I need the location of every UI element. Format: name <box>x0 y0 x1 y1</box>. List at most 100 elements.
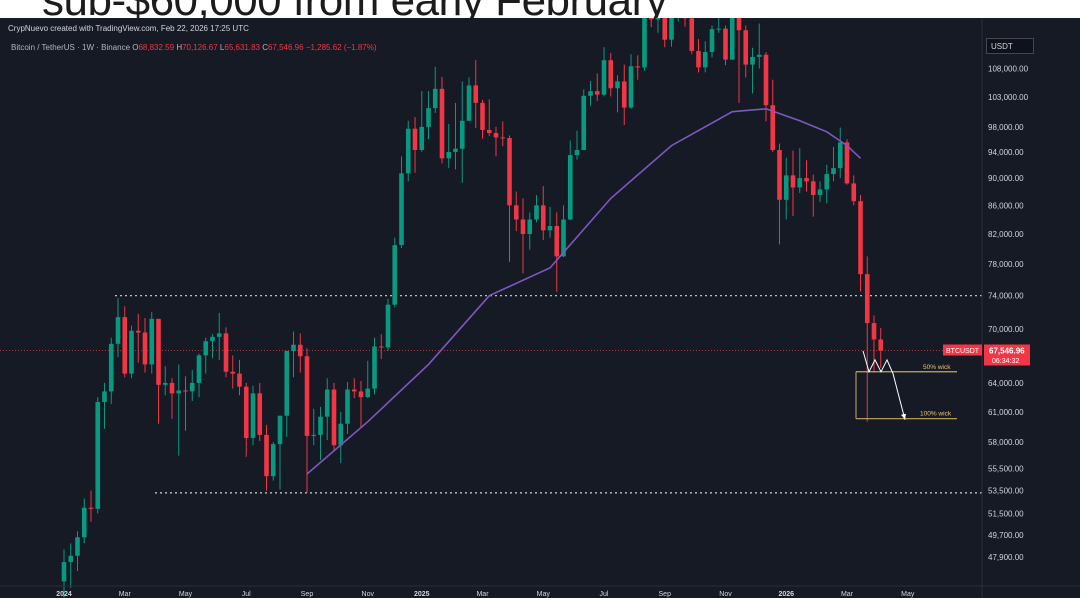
candle-body <box>156 318 161 385</box>
candle-body <box>783 175 789 200</box>
y-tick-label: 82,000.00 <box>988 230 1024 239</box>
candle-body <box>837 142 843 169</box>
candle-body <box>176 390 182 394</box>
candle-body <box>129 330 134 374</box>
candle-body <box>223 333 229 372</box>
candle-body <box>831 168 836 175</box>
candle-body <box>574 150 580 156</box>
candle-body <box>567 155 573 220</box>
candle-body <box>210 336 215 342</box>
y-tick-label: 86,000.00 <box>988 201 1024 210</box>
candle-body <box>804 178 809 182</box>
candle-body <box>790 175 796 188</box>
currency-selector[interactable]: USDT <box>986 38 1034 54</box>
candle-body <box>621 81 627 108</box>
candle-body <box>750 56 755 65</box>
candle-body <box>324 389 330 417</box>
high-label: H <box>176 43 183 52</box>
y-tick-label: 55,500.00 <box>988 465 1024 474</box>
x-tick-label: 2026 <box>778 591 794 598</box>
candle-body <box>824 174 830 190</box>
candle-body <box>331 389 337 446</box>
candle-body <box>601 60 607 95</box>
low-label: L <box>219 43 225 52</box>
candle-body <box>513 205 519 220</box>
candle-body <box>284 350 290 416</box>
candle-body <box>635 66 641 68</box>
candle-body <box>486 129 492 134</box>
candle-body <box>709 29 715 53</box>
price-tag-countdown: 06:34:32 <box>992 358 1019 365</box>
candle-body <box>439 88 445 159</box>
candle-body <box>608 60 614 89</box>
candle-body <box>304 356 310 436</box>
candle-body <box>189 382 195 392</box>
candle-body <box>507 138 512 206</box>
candle-body <box>345 389 350 424</box>
close-label: C <box>262 43 268 52</box>
candle-body <box>102 391 107 402</box>
fib-label-100: 100% wick <box>920 411 952 418</box>
candle-body <box>696 50 701 68</box>
candle-body <box>851 183 857 202</box>
candle-body <box>122 317 128 374</box>
candle-body <box>115 317 121 344</box>
candle-body <box>642 18 647 68</box>
x-tick-label: 2024 <box>56 591 72 598</box>
symbol-pair: Bitcoin / TetherUS · 1W · Binance <box>11 43 131 52</box>
candle-body <box>743 30 749 65</box>
y-tick-label: 51,500.00 <box>988 509 1024 518</box>
candle-body <box>554 225 560 257</box>
high-value: 70,126.67 <box>182 43 218 52</box>
y-tick-label: 47,900.00 <box>988 553 1024 562</box>
candle-body <box>716 28 722 30</box>
candle-body <box>311 434 317 436</box>
candle-body <box>412 128 418 151</box>
candle-body <box>540 205 546 231</box>
candle-body <box>426 108 431 127</box>
candle-body <box>756 54 762 57</box>
candle-body <box>378 346 384 348</box>
candle-body <box>453 148 458 152</box>
y-tick-label: 94,000.00 <box>988 148 1024 157</box>
moving-average-line <box>306 107 862 475</box>
x-tick-label: Mar <box>841 591 854 598</box>
candle-body <box>385 304 391 348</box>
candle-body <box>594 91 600 95</box>
price-tag-value: 67,546.96 <box>989 347 1025 356</box>
y-tick-label: 70,000.00 <box>988 325 1024 334</box>
candle-body <box>628 66 634 108</box>
candle-body <box>480 102 485 130</box>
candle-body <box>527 219 533 234</box>
open-value: 68,832.59 <box>138 43 175 52</box>
candle-body <box>615 81 620 89</box>
candle-body <box>399 173 404 246</box>
projection-arrowhead <box>901 413 906 420</box>
candle-body <box>237 373 242 387</box>
candle-body <box>777 150 782 200</box>
candle-body <box>75 537 80 556</box>
x-tick-label: Mar <box>119 591 132 598</box>
ohlc-legend: Bitcoin / TetherUS · 1W · Binance O68,83… <box>11 43 377 52</box>
close-value: 67,546.96 <box>267 43 304 52</box>
y-tick-label: 98,000.00 <box>988 123 1024 132</box>
candle-body <box>358 391 364 398</box>
candle-body <box>243 386 249 438</box>
candle-body <box>500 137 506 139</box>
candle-body <box>662 18 668 40</box>
candle-body <box>432 88 438 109</box>
candle-body <box>446 151 452 159</box>
chart-panel[interactable]: 50% wick 100% wick 108,000.00 103,000.00 98… <box>0 18 1080 598</box>
candle-body <box>810 181 816 195</box>
x-tick-label: 2025 <box>414 591 430 598</box>
candlestick-chart[interactable]: 50% wick 100% wick 108,000.00 103,000.00 98… <box>0 18 1080 598</box>
candle-body <box>81 507 87 538</box>
candle-body <box>216 333 222 337</box>
candle-body <box>520 219 526 234</box>
candle-body <box>534 205 539 220</box>
ticker-tag-bg <box>943 344 982 356</box>
price-tag-bg <box>984 344 1030 366</box>
candle-body <box>871 323 877 340</box>
candle-body <box>338 423 344 446</box>
candle-body <box>169 382 175 394</box>
